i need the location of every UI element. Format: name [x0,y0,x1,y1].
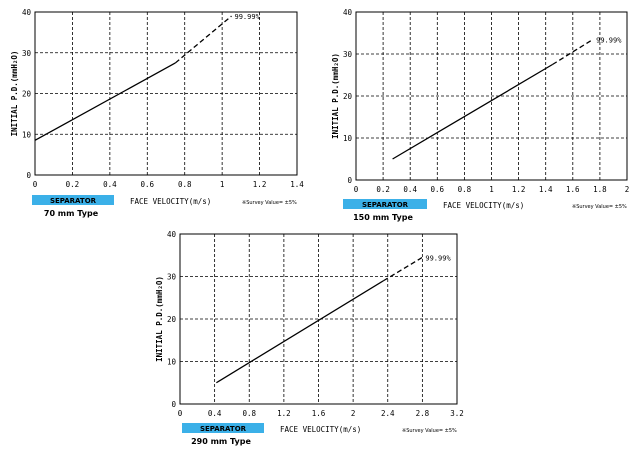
x-tick-label: 0.8 [178,180,192,189]
x-tick-label: 0.2 [66,180,80,189]
y-tick-label: 0 [171,400,176,409]
separator-tag [343,199,427,209]
x-tick-label: 2 [351,409,356,418]
separator-tag-label: SEPARATOR [50,197,97,205]
x-tick-label: 1.2 [512,185,526,194]
chart-3: 0 0.4 0.8 1.2 1.6 2 2.4 2.8 3.2 0 10 20 30 40 INITIAL … [155,230,464,446]
x-tick-label: 3.2 [450,409,464,418]
y-tick-label: 0 [347,176,352,185]
y-tick-label: 20 [343,92,353,101]
y-tick-label: 40 [22,8,32,17]
x-tick-label: 2 [625,185,630,194]
x-axis-label: FACE VELOCITY(m/s) [443,201,524,210]
x-tick-label: 1.2 [253,180,267,189]
chart-2: 0 0.2 0.4 0.6 0.8 1 1.2 1.4 1.6 1.8 2010203040INIT… [331,8,629,222]
y-axis-label: INITIAL P.D.(mmH₂O) [155,276,164,362]
y-tick-label: 10 [167,358,177,367]
survey-note: ※Survey Value= ±5% [242,200,297,206]
y-tick-label: 10 [22,130,32,139]
x-tick-label: 0.2 [376,185,390,194]
y-tick-label: 30 [22,49,32,58]
x-axis-label: FACE VELOCITY(m/s) [130,197,211,206]
x-tick-label: 0 [178,409,183,418]
y-tick-label: 40 [343,8,353,17]
efficiency-annotation: 99.99% [596,36,622,44]
survey-note: ※Survey Value= ±5% [572,204,627,210]
y-tick-label: 20 [22,90,32,99]
x-tick-label: 2.8 [416,409,430,418]
x-tick-label: 2.4 [381,409,395,418]
x-tick-label: 1.6 [312,409,326,418]
x-tick-label: 1.2 [277,409,291,418]
chart-1: 0 0.2 0.4 0.6 0.8 1 1.2 1.4 0 10 20 30 40 INITIAL P.D… [10,8,304,218]
x-tick-label: 1.4 [290,180,304,189]
x-tick-label: 1.4 [539,185,553,194]
x-tick-label: 0.4 [403,185,417,194]
y-tick-label: 30 [167,273,177,282]
plot-frame [179,233,458,405]
x-tick-label: 0.6 [141,180,155,189]
series-line-solid [216,280,384,384]
x-axis-label: FACE VELOCITY(m/s) [280,425,361,434]
x-tick-label: 1.6 [566,185,580,194]
separator-tag [32,195,114,205]
x-tick-label: 0 [33,180,38,189]
series-line-dashed [174,15,232,64]
y-tick-label: 40 [167,230,177,239]
x-tick-label: 0.4 [208,409,222,418]
plot-frame [355,11,628,181]
separator-tag-label: SEPARATOR [200,425,247,433]
x-tick-label: 0 [354,185,359,194]
plot-frame [34,11,298,176]
efficiency-annotation: 99.99% [235,13,261,21]
y-tick-label: 10 [343,134,353,143]
separator-tag [182,423,264,433]
type-label: 290 mm Type [191,437,251,446]
type-label: 150 mm Type [353,213,413,222]
series-line-solid [392,63,553,160]
y-tick-label: 30 [343,50,353,59]
survey-note: ※Survey Value= ±5% [402,428,457,434]
type-label: 70 mm Type [44,209,99,218]
y-tick-label: 20 [167,315,177,324]
y-tick-label: 0 [26,171,31,180]
y-axis-label: INITIAL P.D.(mmH₂O) [10,51,19,137]
efficiency-annotation: 99.99% [425,254,451,262]
x-tick-label: 0.8 [458,185,472,194]
series-line-dashed [383,256,423,282]
x-tick-label: 1 [489,185,494,194]
series-line-solid [34,62,176,141]
x-tick-label: 0.8 [242,409,256,418]
x-tick-label: 0.6 [431,185,445,194]
x-tick-label: 1 [220,180,225,189]
x-tick-label: 0.4 [103,180,117,189]
separator-tag-label: SEPARATOR [362,201,409,209]
y-axis-label: INITIAL P.D.(mmH₂O) [331,53,340,139]
x-tick-label: 1.8 [593,185,607,194]
